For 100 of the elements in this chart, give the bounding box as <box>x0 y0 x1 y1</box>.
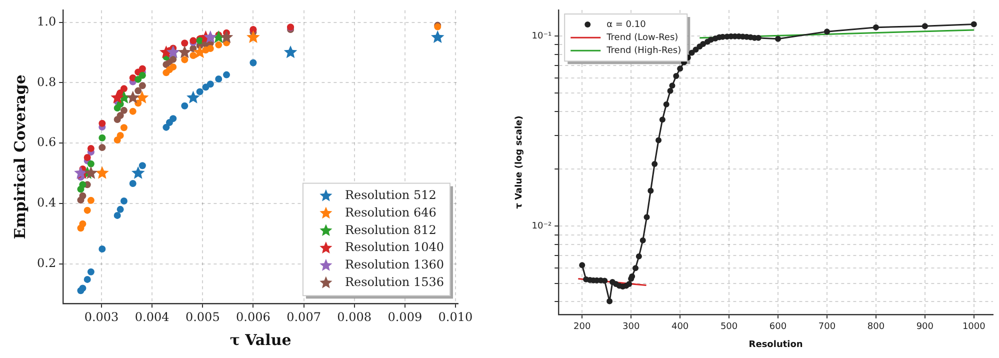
point <box>970 21 977 28</box>
legend-label: Trend (Low-Res) <box>606 32 678 43</box>
point <box>215 41 222 48</box>
point <box>170 56 177 63</box>
point <box>246 30 260 44</box>
y-tick-label: 0.4 <box>36 196 56 210</box>
point <box>138 162 146 170</box>
point <box>430 30 444 44</box>
x-axis-title: τ Value <box>230 330 292 349</box>
point <box>223 71 230 78</box>
point <box>79 220 86 228</box>
point <box>84 166 98 179</box>
x-tick-label: 0.009 <box>388 310 422 324</box>
y-tick-label: 0.2 <box>36 256 56 270</box>
point <box>640 237 646 244</box>
point <box>114 212 121 219</box>
point <box>190 52 197 59</box>
point <box>872 24 879 30</box>
point <box>644 214 650 220</box>
point <box>922 23 928 30</box>
point <box>186 90 200 104</box>
x-tick-label: 800 <box>867 322 885 332</box>
point <box>220 30 234 44</box>
point <box>134 76 142 83</box>
point <box>206 45 214 52</box>
x-tick-label: 300 <box>622 322 640 332</box>
y-axis-title: τ Value (log scale) <box>514 116 525 209</box>
point <box>79 192 86 200</box>
y-tick-label: 1.0 <box>36 14 56 28</box>
point <box>96 166 109 179</box>
y-tick-label: 10⁻² <box>532 221 552 232</box>
point <box>79 284 86 292</box>
point <box>659 116 666 123</box>
point <box>84 206 91 214</box>
point <box>84 154 91 162</box>
legend-label: Resolution 646 <box>344 205 436 220</box>
point <box>129 180 136 187</box>
point <box>84 276 91 283</box>
point <box>134 87 142 94</box>
point <box>579 262 586 268</box>
point <box>250 59 257 66</box>
x-tick-label: 400 <box>671 322 689 332</box>
y-axis-title: Empirical Coverage <box>10 74 29 240</box>
point <box>110 90 124 104</box>
point <box>170 63 177 70</box>
legend-label: Resolution 512 <box>344 188 436 202</box>
x-tick-label: 0.006 <box>236 310 270 324</box>
x-tick-label: 500 <box>720 322 738 332</box>
x-axis-title: Resolution <box>748 340 803 350</box>
point <box>178 45 192 58</box>
point <box>215 76 222 83</box>
point <box>120 197 128 204</box>
point <box>629 273 636 280</box>
point <box>652 161 658 168</box>
x-tick-label: 900 <box>916 322 934 332</box>
point <box>98 134 106 142</box>
point <box>138 82 146 90</box>
point <box>181 56 188 64</box>
point <box>116 112 124 120</box>
point <box>677 66 684 72</box>
x-tick-label: 0.008 <box>337 310 372 324</box>
point <box>98 144 106 152</box>
x-tick-label: 0.007 <box>286 310 321 324</box>
point <box>692 46 699 53</box>
point <box>120 85 128 92</box>
point <box>632 265 638 272</box>
x-tick-label: 0.010 <box>438 310 473 324</box>
point <box>135 90 149 104</box>
x-tick-label: 600 <box>769 322 787 332</box>
y-tick-label: 10⁻¹ <box>532 31 552 42</box>
point <box>824 28 830 35</box>
point <box>170 115 177 122</box>
x-tick-label: 200 <box>574 322 591 332</box>
x-tick-label: 1000 <box>962 322 986 332</box>
point <box>673 72 680 79</box>
x-tick-label: 0.005 <box>185 310 220 324</box>
point <box>98 120 106 127</box>
point <box>87 196 94 204</box>
point <box>98 245 106 252</box>
legend-label: Trend (High-Res) <box>606 46 682 56</box>
point <box>606 298 613 304</box>
point <box>636 253 642 260</box>
point <box>116 206 124 213</box>
x-tick-label: 700 <box>818 322 836 332</box>
y-tick-label: 0.6 <box>36 135 56 150</box>
point <box>131 166 145 179</box>
point <box>663 101 670 108</box>
point <box>196 88 204 96</box>
point <box>204 30 218 44</box>
point <box>775 36 782 42</box>
point <box>120 124 128 132</box>
point <box>656 137 662 144</box>
y-tick-label: 0.8 <box>36 74 56 89</box>
x-tick-label: 0.004 <box>134 310 170 324</box>
point <box>116 132 124 139</box>
legend-label: Resolution 1040 <box>344 240 444 254</box>
point <box>87 268 94 276</box>
x-tick-label: 0.003 <box>84 310 119 324</box>
legend-label: Resolution 1536 <box>344 275 444 290</box>
point <box>667 88 674 94</box>
